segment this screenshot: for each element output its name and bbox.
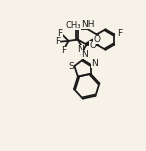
Text: F: F: [55, 37, 60, 46]
Text: N: N: [77, 45, 83, 54]
Text: O: O: [89, 41, 96, 50]
Text: NH: NH: [81, 20, 95, 29]
Text: S: S: [68, 62, 74, 71]
Text: CH₃: CH₃: [65, 21, 81, 30]
Text: F: F: [61, 46, 66, 55]
Text: F: F: [117, 29, 122, 37]
Text: N: N: [91, 59, 98, 68]
Text: F: F: [58, 29, 63, 38]
Text: N: N: [81, 50, 88, 59]
Text: O: O: [93, 35, 100, 44]
